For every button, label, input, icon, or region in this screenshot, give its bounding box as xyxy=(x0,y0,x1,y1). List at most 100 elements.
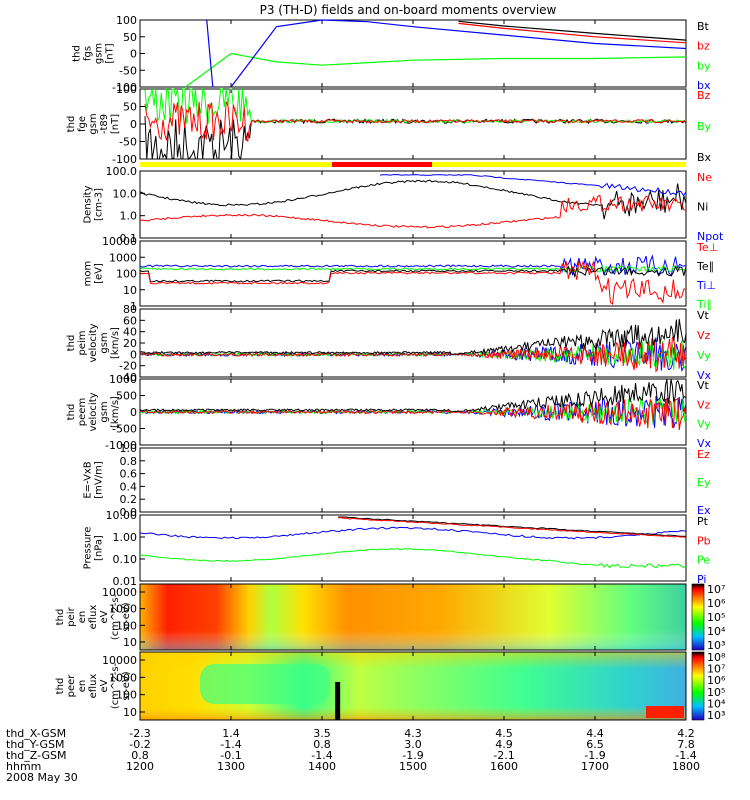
panel-3: 100.0 10.0 1.0 0.1 Density [cm-3] Ne Ni Npot xyxy=(83,165,724,245)
y-tick-label: 20 xyxy=(123,337,137,350)
y-axis-label-line: sr-eV) xyxy=(121,671,132,700)
spectrogram-shading xyxy=(140,584,686,650)
spectrogram-feature xyxy=(646,706,684,718)
y-tick-label: 10 xyxy=(123,284,137,297)
y-axis-label-line: E=-VxB xyxy=(83,461,94,498)
y-axis-label-line: en xyxy=(77,680,88,693)
series-line xyxy=(139,179,687,220)
ephemeris-value: -0.1 xyxy=(220,749,241,762)
ephemeris-value: -1.9 xyxy=(402,749,423,762)
spectrogram-feature xyxy=(200,664,330,704)
legend-entry: Ez xyxy=(697,448,710,461)
y-axis-label-line: Pressure xyxy=(83,527,94,570)
panel-4: 10000 1000 100 10 1 mom [eV] Te⊥ Te∥ Ti⊥ Ti∥ xyxy=(83,235,719,313)
legend-entry: Ti∥ xyxy=(696,298,712,311)
y-axis-label-line: eflux xyxy=(88,605,99,630)
colorbar-tick-label: 10⁷ xyxy=(707,663,725,676)
y-axis-label-line: velocity xyxy=(88,392,99,431)
series-line xyxy=(139,378,687,413)
y-axis-label-line: thd xyxy=(72,45,83,62)
y-tick-label: 10000 xyxy=(102,235,137,248)
y-tick-label: 0 xyxy=(130,48,137,61)
panel-6: 1000 500 0 -500 -1000 thd peem velocity gsm [km/s… xyxy=(66,373,712,452)
legend-entry: By xyxy=(697,120,712,133)
y-axis-label-line: eflux xyxy=(88,674,99,699)
series-line xyxy=(139,194,687,229)
legend-entry: Pb xyxy=(697,534,711,547)
legend-entry: by xyxy=(697,59,711,72)
y-axis-label: thd peem velocity gsm [km/s] xyxy=(66,392,121,431)
y-axis-label-line: velocity xyxy=(88,323,99,362)
legend-entry: Bz xyxy=(697,89,711,102)
y-axis-label-line: gsm xyxy=(88,113,99,134)
legend-entry: Ne xyxy=(697,171,712,184)
y-axis-label-line: Density xyxy=(83,185,94,223)
y-axis-label-line: (cm^2-s- xyxy=(110,593,121,640)
colorbar-tick-label: 10⁴ xyxy=(707,625,726,638)
ephemeris-value: 0.8 xyxy=(313,738,331,751)
y-tick-label: -50 xyxy=(119,136,137,149)
series-line xyxy=(379,173,687,197)
y-axis-label: thd peim velocity gsm [km/s] xyxy=(66,323,121,362)
y-tick-label: 0.01 xyxy=(113,575,138,588)
y-axis-label-line: thd xyxy=(55,609,66,626)
ephemeris-value: -2.3 xyxy=(129,727,150,740)
y-tick-label: 100 xyxy=(116,14,137,27)
legend-entry: Vt xyxy=(697,309,710,322)
y-tick-label: 1000 xyxy=(109,603,137,616)
ephemeris-value: 1700 xyxy=(581,760,609,773)
legend-entry: bx xyxy=(697,79,711,92)
ephemeris-row-label: thd_Z-GSM xyxy=(6,749,66,762)
y-tick-label: -1000 xyxy=(105,439,137,452)
series-line xyxy=(139,260,687,305)
y-axis-label-line: gsm xyxy=(99,332,110,353)
legend-entry: Te⊥ xyxy=(696,241,718,254)
y-axis-label-line: thd xyxy=(66,335,77,352)
panel-1: 100 50 0 -50 -100 thd fgs gsm [nT] Bt bz by bx xyxy=(72,14,711,94)
y-tick-label: 0 xyxy=(130,406,137,419)
series-line-bx xyxy=(230,19,687,88)
y-axis-label-line: peir xyxy=(66,606,77,626)
panel-7: 1.00.80.60.40.20.0 E=-VxB [mV/m] Ez Ey Ex xyxy=(83,442,711,519)
series-line xyxy=(144,101,687,143)
y-tick-label: 1.0 xyxy=(120,442,138,455)
y-axis-label-line: (cm^2-s- xyxy=(110,662,121,709)
ephemeris-value: 7.8 xyxy=(677,738,695,751)
ephemeris-value: 4.2 xyxy=(677,727,695,740)
y-axis-label: thd peir en eflux eV (cm^2-s-sr-eV) xyxy=(55,593,132,640)
series-line xyxy=(139,397,687,431)
legend-entry: Pi xyxy=(697,573,706,586)
y-axis-label-line: [nPa] xyxy=(94,535,105,561)
y-axis-label-line: thd xyxy=(66,116,77,133)
ephemeris-value: 1400 xyxy=(308,760,336,773)
colorbar-tick-label: 10⁷ xyxy=(707,583,725,596)
ephemeris-value: -1.4 xyxy=(220,738,241,751)
ephemeris-value: 0.8 xyxy=(131,749,149,762)
legend-entry: Bx xyxy=(697,151,712,164)
y-axis-label-line: [eV] xyxy=(94,263,105,284)
y-tick-label: 60 xyxy=(123,314,137,327)
ephemeris-value: 1.4 xyxy=(222,727,240,740)
data-gap-bar xyxy=(335,682,341,720)
ephemeris-value: 1300 xyxy=(217,760,245,773)
legend-entry: Vx xyxy=(697,369,712,382)
legend-entry: Te∥ xyxy=(696,260,714,273)
colorbar-tick-label: 10⁶ xyxy=(707,597,726,610)
series-line xyxy=(139,335,687,373)
panel-frame xyxy=(139,447,687,513)
series-line xyxy=(139,395,687,428)
y-axis-label-line: en xyxy=(77,611,88,624)
colorbar-tick-label: 10⁶ xyxy=(707,674,726,687)
y-axis-label-line: mom xyxy=(83,261,94,287)
y-tick-label: 10.0 xyxy=(113,187,138,200)
y-axis-label: mom [eV] xyxy=(83,261,105,287)
y-axis-label-line: [nT] xyxy=(105,43,116,63)
ephemeris-value: 6.5 xyxy=(586,738,604,751)
y-axis-label-line: gsm xyxy=(94,43,105,64)
y-axis-label: thd fgs gsm [nT] xyxy=(72,43,116,64)
